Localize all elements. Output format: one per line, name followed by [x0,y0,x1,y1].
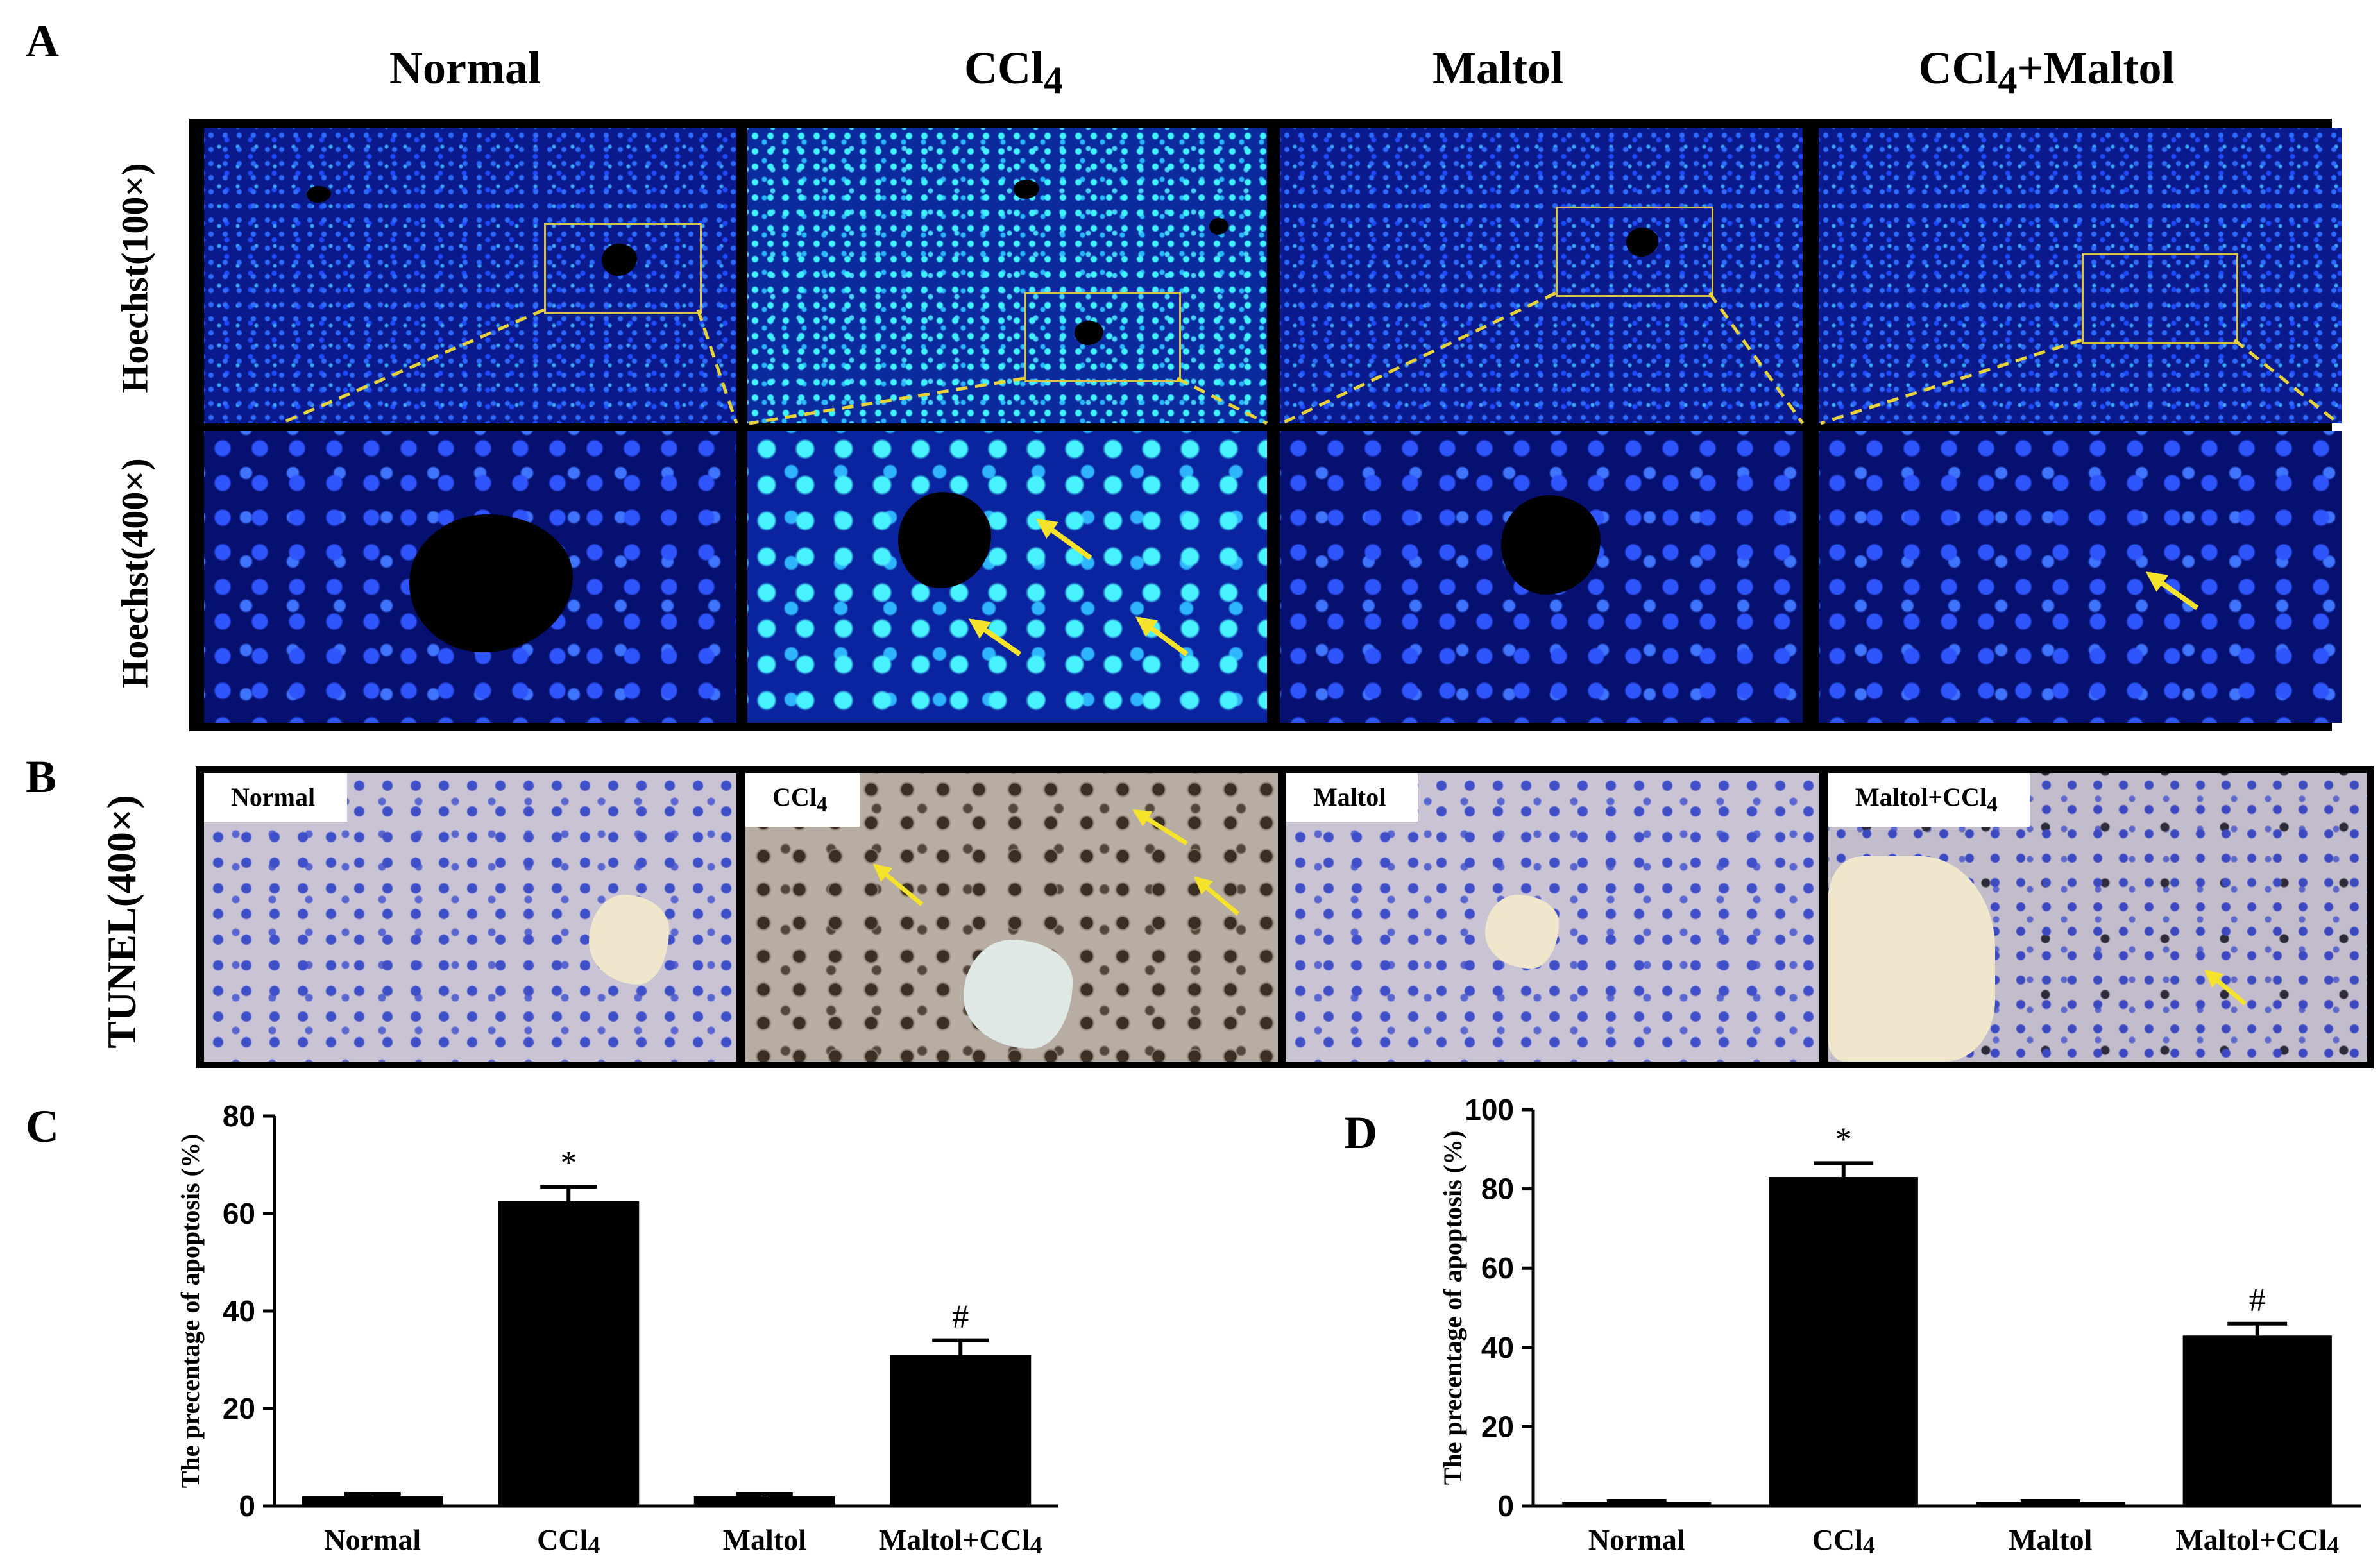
hoechst-100x-ccl4-maltol [1819,128,2342,423]
tunel-normal: Normal [204,773,736,1062]
panel-letter-b: B [26,751,57,802]
significance-mark: # [952,1299,969,1335]
significance-mark: # [2249,1282,2266,1319]
bar [890,1355,1032,1506]
chart-c: 0 20 40 60 80 The precentage of apoptosis (%)… [176,1099,1058,1559]
category-label: CCl4 [1812,1523,1875,1559]
y-tick-label: 60 [1481,1251,1514,1285]
bar [693,1496,835,1506]
category-label: CCl4 [537,1523,600,1559]
bar [1769,1177,1918,1506]
col-title-ccl4: CCl4 [964,42,1063,102]
arrows-a [968,518,2199,657]
category-label: Maltol [723,1523,806,1556]
panel-letter-c: C [26,1101,59,1152]
bar [498,1201,640,1506]
bar [2182,1335,2332,1506]
y-tick-label: 20 [1481,1410,1514,1443]
zoom-lines [280,291,2340,425]
category-label: Normal [324,1523,421,1556]
y-tick-label: 60 [223,1197,255,1230]
panel-a-overlay [280,291,2340,657]
hoechst-100x-normal [204,128,736,423]
category-label: Maltol+CCl4 [879,1523,1042,1559]
tunel-maltol-ccl4: Maltol+CCl4 [1828,773,2367,1062]
tunel-tag-normal: Normal [204,773,348,822]
hoechst-400x-ccl4 [747,431,1267,723]
hoechst-100x-ccl4 [747,128,1267,423]
col-title-maltol: Maltol [1432,42,1563,94]
bar [302,1496,443,1506]
hoechst-400x-ccl4-maltol [1819,431,2342,723]
tunel-tag-ccl4: CCl4 [745,773,860,827]
y-tick-label: 40 [1481,1331,1514,1364]
hoechst-400x-normal [204,431,736,723]
tunel-tag-maltol: Maltol [1286,773,1418,822]
hoechst-400x-maltol [1280,431,1803,723]
y-tick-label: 40 [223,1294,255,1328]
category-label: Maltol [2009,1523,2092,1556]
y-tick-label: 100 [1465,1093,1514,1126]
tunel-tag-maltol-ccl4: Maltol+CCl4 [1828,773,2030,827]
y-tick-label: 0 [239,1489,255,1523]
bar [1976,1502,2125,1506]
significance-mark: * [1835,1121,1852,1158]
chart-d: 0 20 40 60 80 100 The precentage of apoptosis … [1438,1093,2361,1559]
panel-letter-a: A [26,15,59,67]
category-label: Normal [1588,1523,1685,1556]
y-tick-label: 0 [1497,1489,1514,1523]
y-axis-label: The precentage of apoptosis (%) [176,1134,205,1489]
tunel-ccl4: CCl4 [745,773,1278,1062]
panel-b-overlay [872,809,2247,1006]
hoechst-100x-maltol [1280,128,1803,423]
y-tick-label: 80 [1481,1172,1514,1206]
col-title-ccl4-maltol: CCl4+Maltol [1918,42,2175,102]
y-axis-label: The precentage of apoptosis (%) [1438,1131,1467,1485]
tunel-maltol: Maltol [1286,773,1819,1062]
bar [1562,1502,1712,1506]
category-label: Maltol+CCl4 [2175,1523,2339,1559]
panel-letter-d: D [1344,1107,1377,1158]
y-tick-label: 80 [223,1099,255,1133]
col-title-normal: Normal [389,42,541,94]
significance-mark: * [560,1145,577,1181]
arrows-b [872,809,2247,1006]
y-tick-label: 20 [223,1392,255,1425]
